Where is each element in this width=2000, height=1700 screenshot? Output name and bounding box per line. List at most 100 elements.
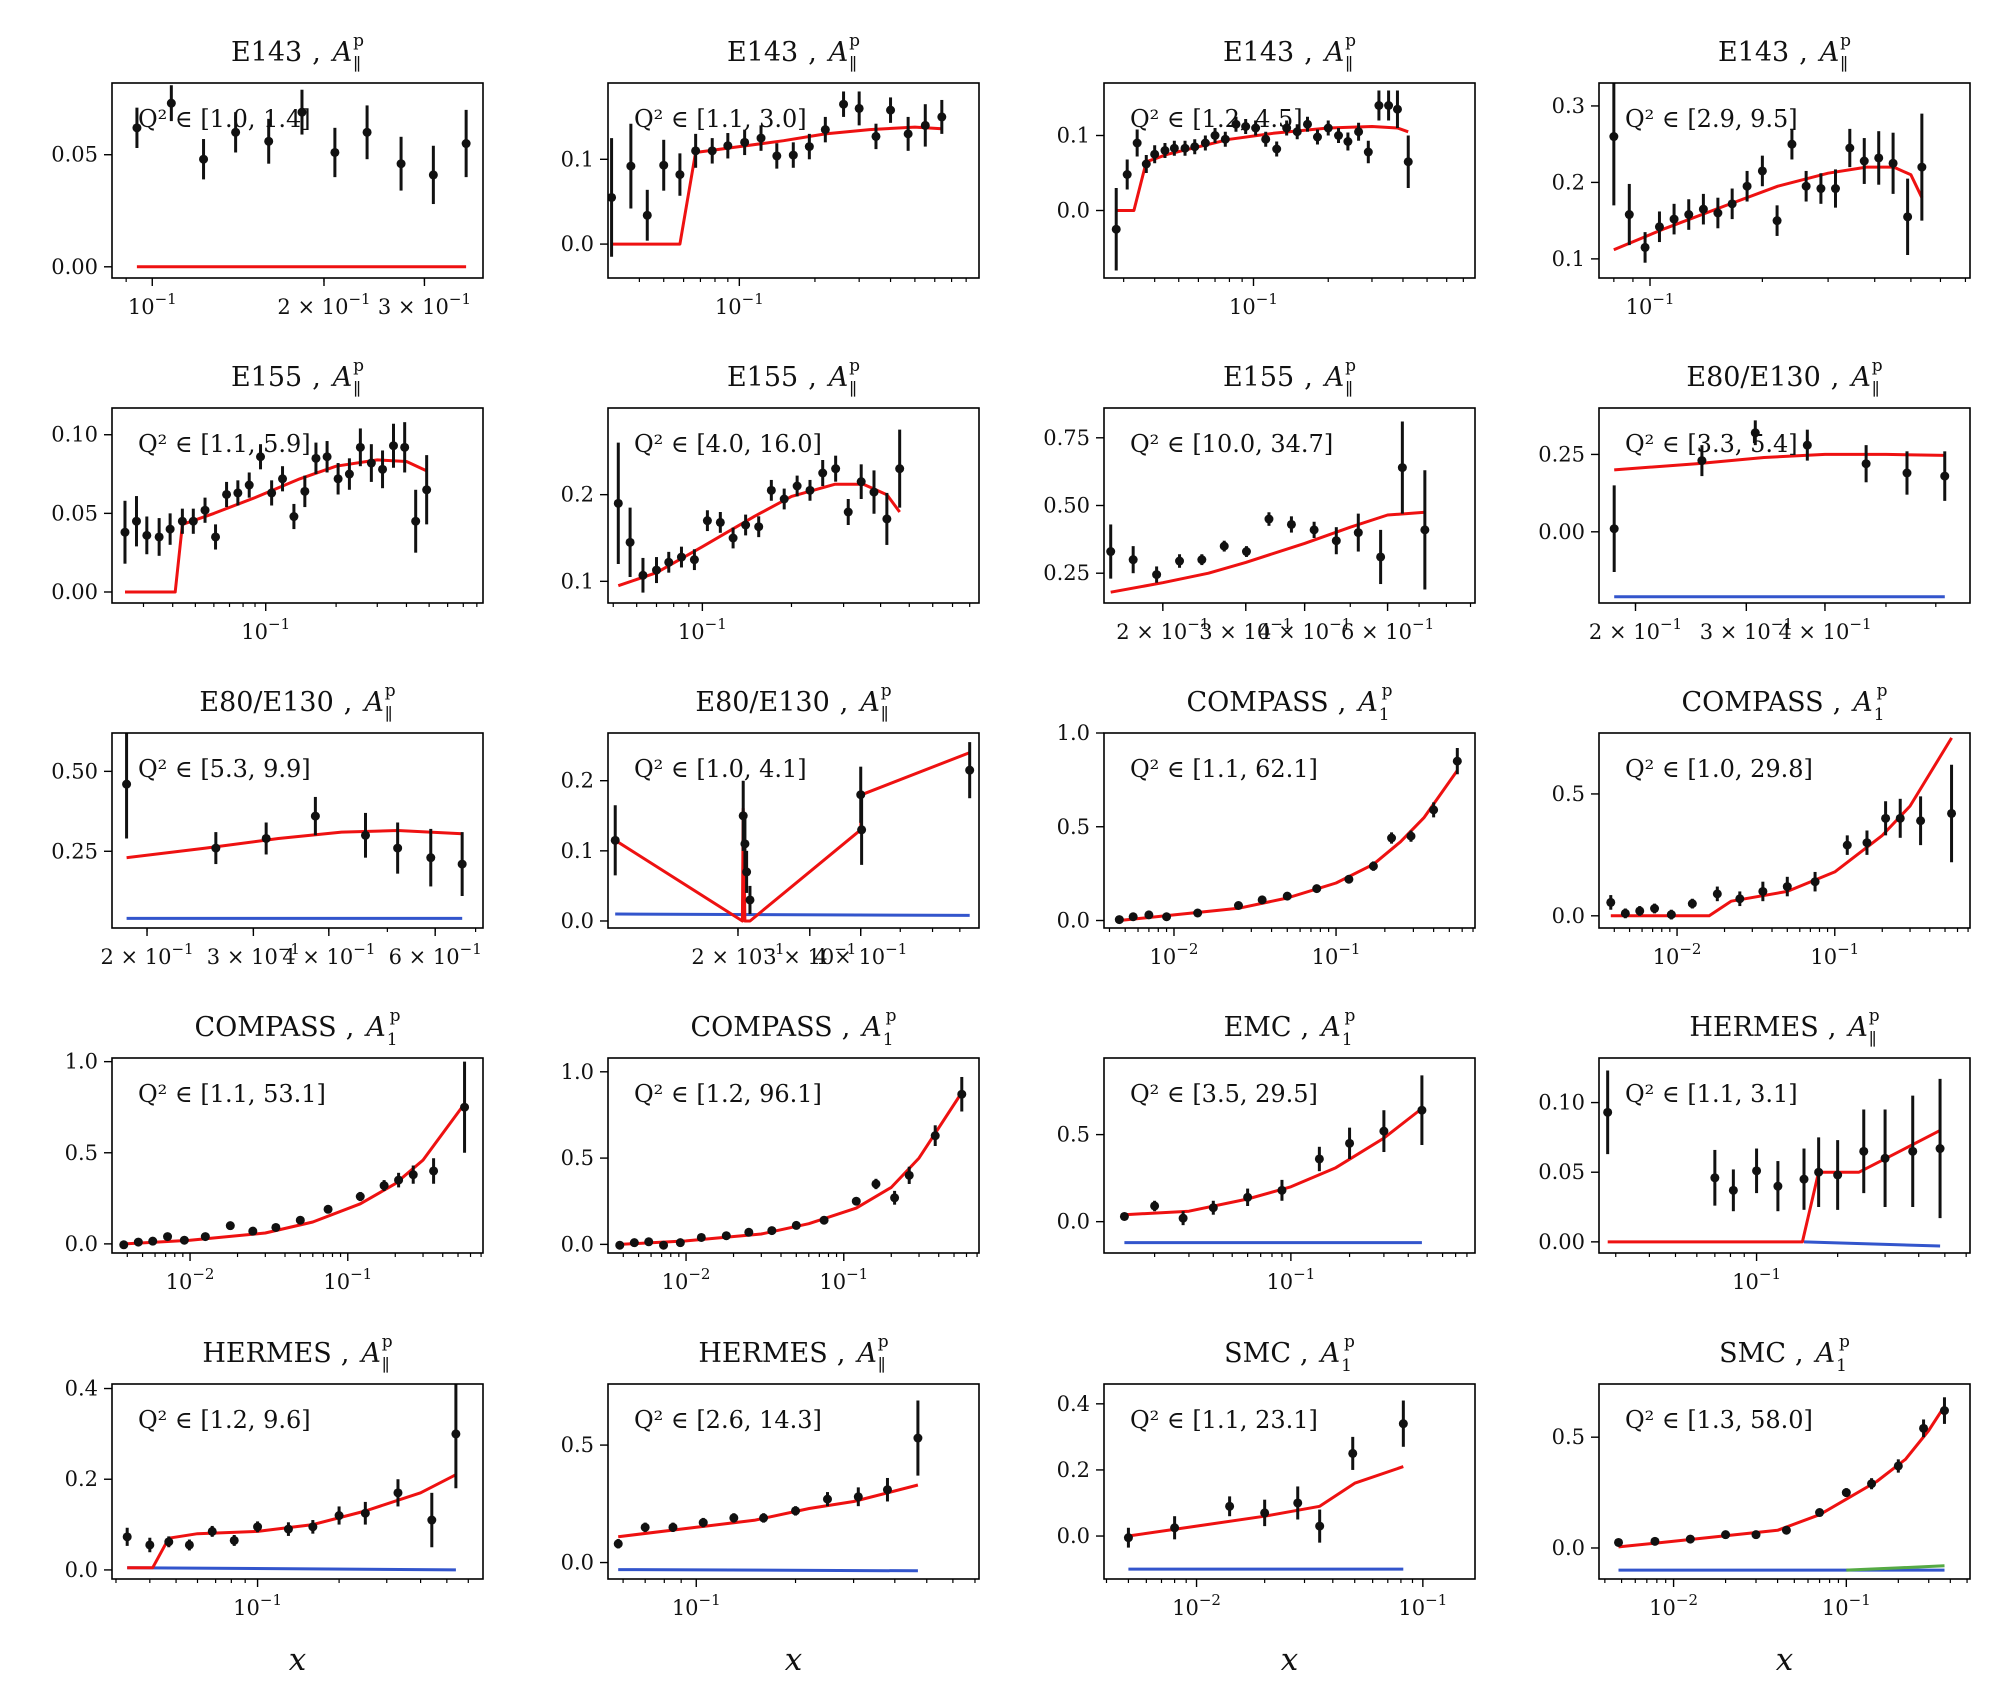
data-point — [322, 452, 332, 462]
data-point — [1750, 428, 1760, 438]
x-tick-mantissa: 6 × 10 — [1341, 620, 1412, 644]
x-tick-exponent: −1 — [762, 940, 784, 958]
x-tick-exponent: −1 — [350, 1265, 372, 1283]
y-tick-label: 0.5 — [1057, 815, 1090, 839]
observable-subscript: ∥ — [385, 705, 393, 725]
observable-subscript: ∥ — [849, 380, 857, 400]
subplot-8: E80/E130, A∥p2 × 10−1 3 × 10−14 × 10−10.00… — [1538, 356, 1971, 644]
axes-frame — [111, 1057, 484, 1254]
q2-range-label: Q² ∈ [1.0, 4.1] — [634, 755, 807, 783]
plot-content — [608, 91, 947, 257]
data-point — [644, 1237, 654, 1247]
data-point — [1122, 170, 1132, 179]
data-point — [225, 1221, 235, 1231]
data-point — [145, 1540, 155, 1550]
data-point — [1799, 1174, 1809, 1184]
data-point — [1302, 119, 1312, 129]
data-point — [334, 1511, 344, 1521]
data-point — [1939, 1406, 1949, 1416]
data-point — [148, 1236, 158, 1246]
data-point — [1935, 1144, 1945, 1154]
data-point — [1940, 471, 1950, 481]
data-point — [1802, 440, 1812, 450]
observable-subscript: ∥ — [353, 380, 361, 400]
data-point — [457, 859, 467, 869]
y-tick-label: 0.1 — [561, 147, 594, 171]
plot-content — [1106, 421, 1430, 594]
experiment-name: E143 — [1718, 37, 1789, 68]
data-point — [642, 210, 652, 220]
x-tick-label: 10−1 — [1398, 1591, 1447, 1620]
observable-superscript: p — [1345, 1006, 1356, 1026]
experiment-name: E155 — [231, 362, 302, 393]
data-point — [882, 1485, 892, 1495]
y-tick-label: 0.50 — [1043, 494, 1090, 518]
x-tick-label: 10−2 — [662, 1265, 711, 1294]
subplot-3: E143, A∥ p 10−1 0.0 0.1 Q² ∈ [1.2, 4.5] — [1057, 31, 1476, 319]
x-tick-mantissa: 4 × 10 — [814, 945, 885, 969]
x-tick-mantissa: 10 — [1229, 295, 1256, 319]
x-tick-exponent: −1 — [1849, 1591, 1871, 1609]
subplot-title: E155, A∥ p — [231, 356, 364, 400]
fit-curve — [618, 1483, 919, 1539]
data-point — [362, 127, 372, 137]
data-point — [1687, 899, 1697, 909]
data-point — [1417, 1105, 1427, 1115]
data-point — [1141, 159, 1151, 169]
observable-subscript: 1 — [1341, 1356, 1352, 1376]
x-tick-mantissa: 10 — [1172, 1596, 1199, 1620]
data-point — [1908, 1146, 1918, 1156]
x-tick-mantissa: 3 × 10 — [1700, 620, 1771, 644]
data-point — [831, 464, 841, 474]
experiment-name: E155 — [1223, 362, 1294, 393]
x-tick-exponent: −1 — [1771, 615, 1793, 633]
aux-curve — [618, 1568, 918, 1573]
y-tick-label: 0.5 — [1552, 782, 1585, 806]
data-point — [1650, 904, 1660, 913]
title-separator: , — [808, 37, 817, 68]
y-tick-label: 0.5 — [65, 1141, 98, 1165]
observable-subscript: 1 — [1874, 705, 1885, 725]
plot-content — [1609, 83, 1927, 263]
subplot-title: COMPASS, A1 p — [1187, 681, 1393, 725]
data-point — [120, 527, 130, 537]
data-point — [740, 137, 750, 147]
data-point — [366, 458, 376, 468]
data-point — [820, 125, 830, 135]
data-point — [1114, 915, 1124, 925]
title-separator: , — [346, 1012, 355, 1043]
fit-curve — [126, 829, 463, 860]
x-tick-label: 4 × 10−1 — [282, 940, 375, 969]
observable-symbol: A — [1322, 362, 1345, 393]
data-point — [871, 131, 881, 141]
x-tick-mantissa: 4 × 10 — [282, 945, 353, 969]
q2-range-label: Q² ∈ [1.2, 9.6] — [138, 1406, 311, 1434]
data-point — [1128, 912, 1138, 922]
data-point — [1685, 1534, 1695, 1544]
data-point — [132, 123, 142, 133]
data-point — [1654, 222, 1664, 232]
experiment-name: E80/E130 — [1686, 362, 1820, 393]
title-separator: , — [808, 362, 817, 393]
subplot-17: HERMES, A∥ p 10−1 0.0 0.2 0.4 Q² ∈ [1.2, 9.6] — [65, 1332, 484, 1620]
data-point — [1698, 204, 1708, 214]
data-point — [1752, 1166, 1762, 1176]
data-point — [133, 1237, 143, 1247]
data-point — [613, 1539, 623, 1549]
data-point — [1895, 813, 1905, 823]
x-tick-label: 10−2 — [1172, 1591, 1221, 1620]
data-point — [1606, 897, 1616, 907]
data-point — [1902, 468, 1912, 478]
observable-subscript: ∥ — [1869, 1030, 1877, 1050]
observable-symbol: A — [363, 1012, 386, 1043]
x-tick-mantissa: 2 × 10 — [691, 945, 762, 969]
y-tick-label: 0.1 — [1552, 247, 1585, 271]
x-axis-label: x — [1776, 1642, 1794, 1678]
data-point — [638, 570, 648, 580]
x-tick-exponent: −1 — [705, 615, 727, 633]
x-axis-label: x — [785, 1642, 803, 1678]
data-point — [248, 1226, 258, 1236]
data-point — [1845, 143, 1855, 153]
axes-frame — [607, 732, 980, 929]
data-point — [1841, 1488, 1851, 1498]
